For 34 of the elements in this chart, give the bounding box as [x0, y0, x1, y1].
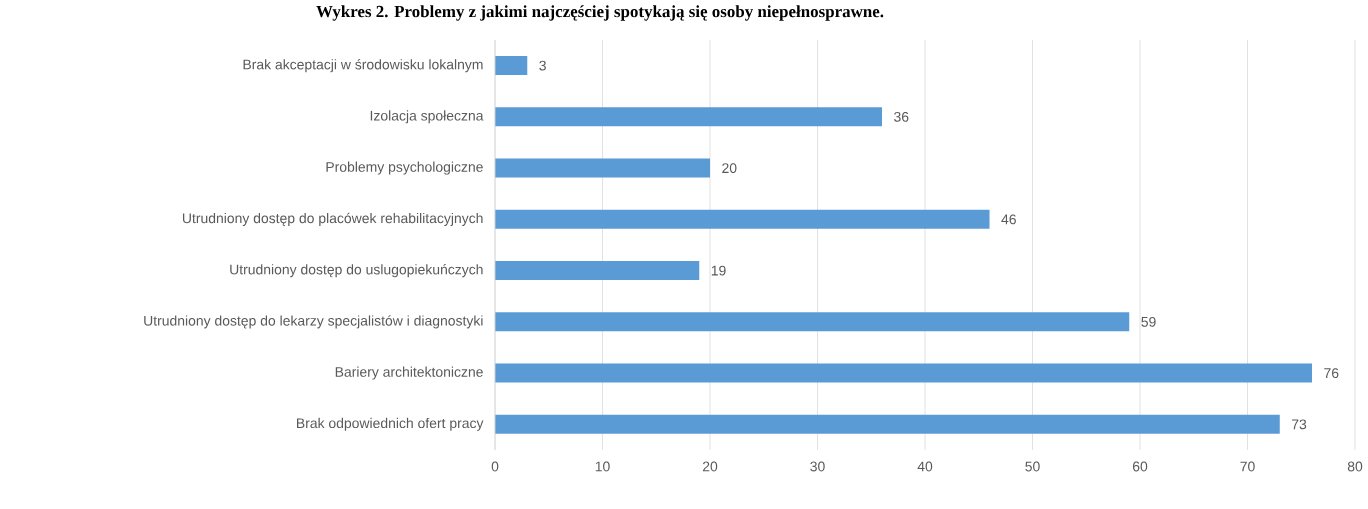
- bar: [495, 414, 1280, 434]
- bar: [495, 107, 883, 127]
- bar: [495, 209, 990, 229]
- bar: [495, 363, 1313, 383]
- chart-title: Wykres 2. Problemy z jakimi najczęściej spotykają się osoby niepełnosprawne.: [316, 5, 884, 21]
- x-tick-label: 60: [1132, 461, 1148, 472]
- data-label: 59: [1141, 316, 1156, 327]
- x-tick-label: 30: [810, 461, 825, 472]
- data-label: 76: [1324, 368, 1339, 379]
- y-tick-label: Bariery architektoniczne: [335, 366, 483, 380]
- data-label: 20: [722, 163, 737, 174]
- y-tick-label: Utrudniony dostęp do placówek rehabilitacyjnych: [182, 212, 483, 226]
- bar: [495, 56, 528, 76]
- y-tick-label: Brak akceptacji w środowisku lokalnym: [243, 59, 483, 73]
- bar: [495, 261, 700, 281]
- data-label: 19: [711, 265, 726, 276]
- y-tick-label: Brak odpowiednich ofert pracy: [297, 417, 484, 431]
- y-tick-label: Utrudniony dostęp do lekarzy specjalistów i diagnostyki: [144, 315, 483, 329]
- y-tick-label: Utrudniony dostęp do uslugopiekuńczych: [230, 264, 483, 278]
- data-label: 36: [894, 111, 909, 122]
- data-label: 46: [1001, 214, 1016, 225]
- data-label: 73: [1292, 419, 1307, 430]
- x-tick-label: 40: [917, 461, 933, 472]
- x-tick-label: 50: [1025, 461, 1040, 472]
- x-tick-label: 70: [1240, 461, 1255, 472]
- x-tick-label: 20: [702, 461, 718, 472]
- x-tick-label: 10: [595, 461, 610, 472]
- y-tick-label: Problemy psychologiczne: [326, 161, 483, 175]
- data-label: 3: [539, 60, 546, 71]
- x-tick-label: 80: [1347, 461, 1363, 472]
- y-tick-label: Izolacja społeczna: [370, 110, 484, 124]
- bar: [495, 312, 1130, 332]
- x-tick-label: 0: [491, 461, 499, 472]
- bar: [495, 158, 711, 178]
